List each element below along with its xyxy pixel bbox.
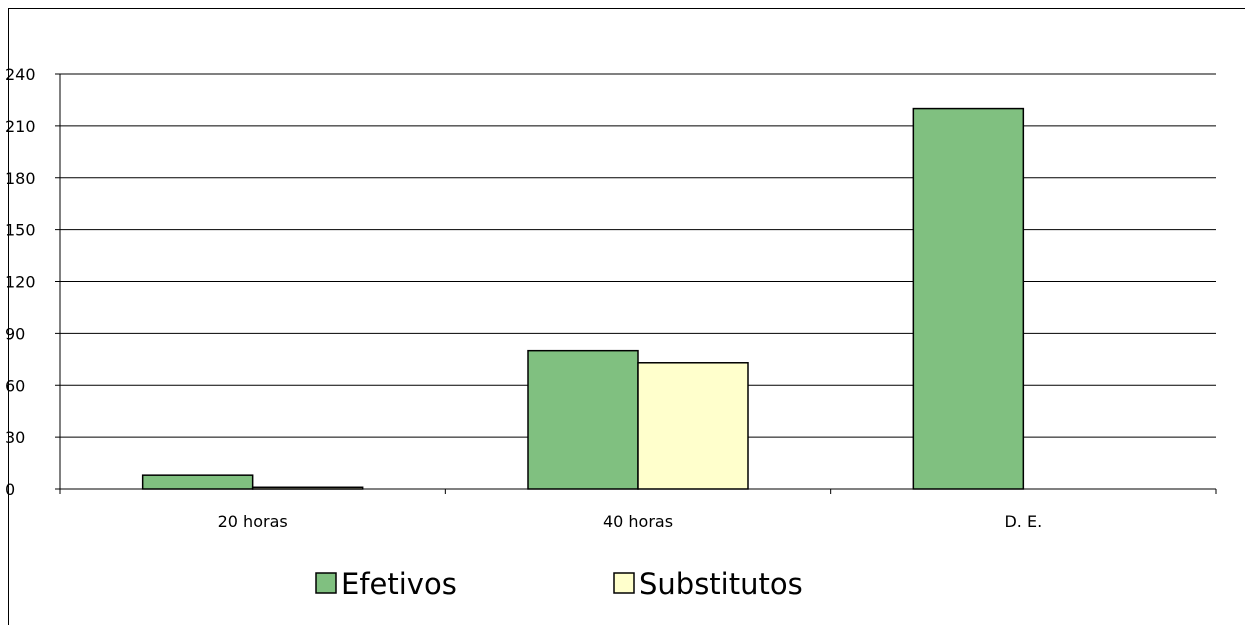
y-tick-label: 0 [5, 480, 15, 499]
y-tick-label: 210 [5, 117, 36, 136]
legend-label-efetivos: Efetivos [341, 567, 457, 601]
y-tick-label: 30 [5, 428, 25, 447]
y-tick-label: 180 [5, 169, 36, 188]
y-tick-label: 120 [5, 273, 36, 292]
y-tick-label: 90 [5, 324, 25, 343]
bars [143, 109, 1024, 489]
y-tick-label: 150 [5, 221, 36, 240]
x-category-label: 40 horas [603, 512, 673, 531]
y-tick-label: 60 [5, 376, 25, 395]
legend-swatch-efetivos [316, 573, 336, 593]
x-category-label: 20 horas [218, 512, 288, 531]
bar-efetivos-1 [528, 351, 638, 489]
bar-efetivos-0 [143, 475, 253, 489]
y-tick-label: 240 [5, 65, 36, 84]
bar-substitutos-1 [638, 363, 748, 489]
x-axis: 20 horas 40 horas D. E. [60, 489, 1216, 531]
legend-label-substitutos: Substitutos [639, 567, 803, 601]
x-category-label: D. E. [1004, 512, 1042, 531]
bar-efetivos-2 [913, 109, 1023, 489]
legend-swatch-substitutos [614, 573, 634, 593]
y-axis: 0 30 60 90 120 150 180 210 240 [5, 65, 60, 499]
legend: Efetivos Substitutos [316, 567, 803, 601]
